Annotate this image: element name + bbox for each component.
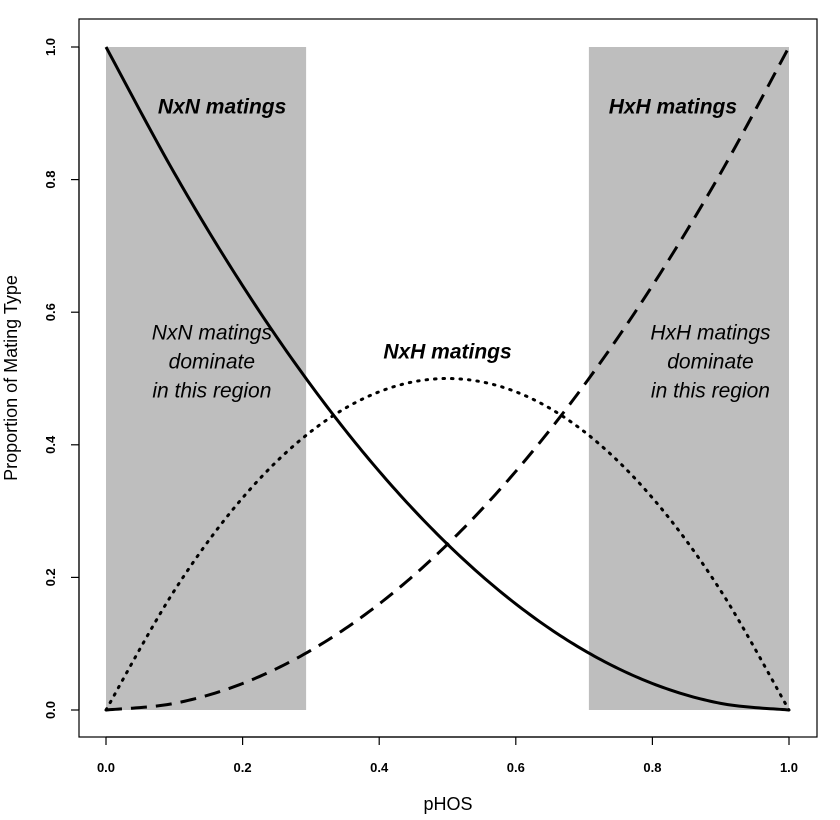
y-tick-label: 0.6 <box>43 303 58 321</box>
annotation-nxn-region: NxN matings dominate in this region <box>152 322 273 403</box>
x-tick-label: 0.8 <box>643 760 661 775</box>
annotations: NxN matings HxH matings NxH matings NxN mat… <box>152 95 771 402</box>
x-axis-title: pHOS <box>423 794 472 814</box>
y-tick-label: 0.0 <box>43 701 58 719</box>
annotation-nxn-title: NxN matings <box>158 95 286 118</box>
y-axis-title: Proportion of Mating Type <box>1 275 21 481</box>
shaded-region-1 <box>106 47 307 710</box>
annotation-line: NxN matings <box>152 322 273 345</box>
y-tick-label: 1.0 <box>43 38 58 56</box>
y-tick-label: 0.8 <box>43 171 58 189</box>
annotation-line: HxH matings <box>650 322 771 345</box>
annotation-hxh-region: HxH matings dominate in this region <box>650 322 771 403</box>
data-series <box>104 46 791 712</box>
x-axis: 0.0 0.2 0.4 0.6 0.8 1.0 <box>97 736 798 775</box>
y-tick-label: 0.2 <box>43 568 58 586</box>
x-tick-label: 0.6 <box>507 760 525 775</box>
annotation-line: in this region <box>651 380 770 403</box>
x-tick-label: 1.0 <box>780 760 798 775</box>
annotation-nxh-title: NxH matings <box>383 341 511 364</box>
x-tick-label: 0.4 <box>370 760 389 775</box>
y-axis: 0.0 0.2 0.4 0.6 0.8 1.0 <box>43 38 80 719</box>
x-tick-label: 0.2 <box>234 760 252 775</box>
series-line-dashed <box>105 46 791 712</box>
annotation-line: dominate <box>667 351 753 374</box>
annotation-line: in this region <box>152 380 271 403</box>
x-tick-label: 0.0 <box>97 760 115 775</box>
annotation-line: dominate <box>169 351 255 374</box>
shaded-region-2 <box>588 47 789 710</box>
shaded-regions <box>106 47 789 710</box>
y-tick-label: 0.4 <box>43 435 58 454</box>
annotation-hxh-title: HxH matings <box>609 95 737 118</box>
